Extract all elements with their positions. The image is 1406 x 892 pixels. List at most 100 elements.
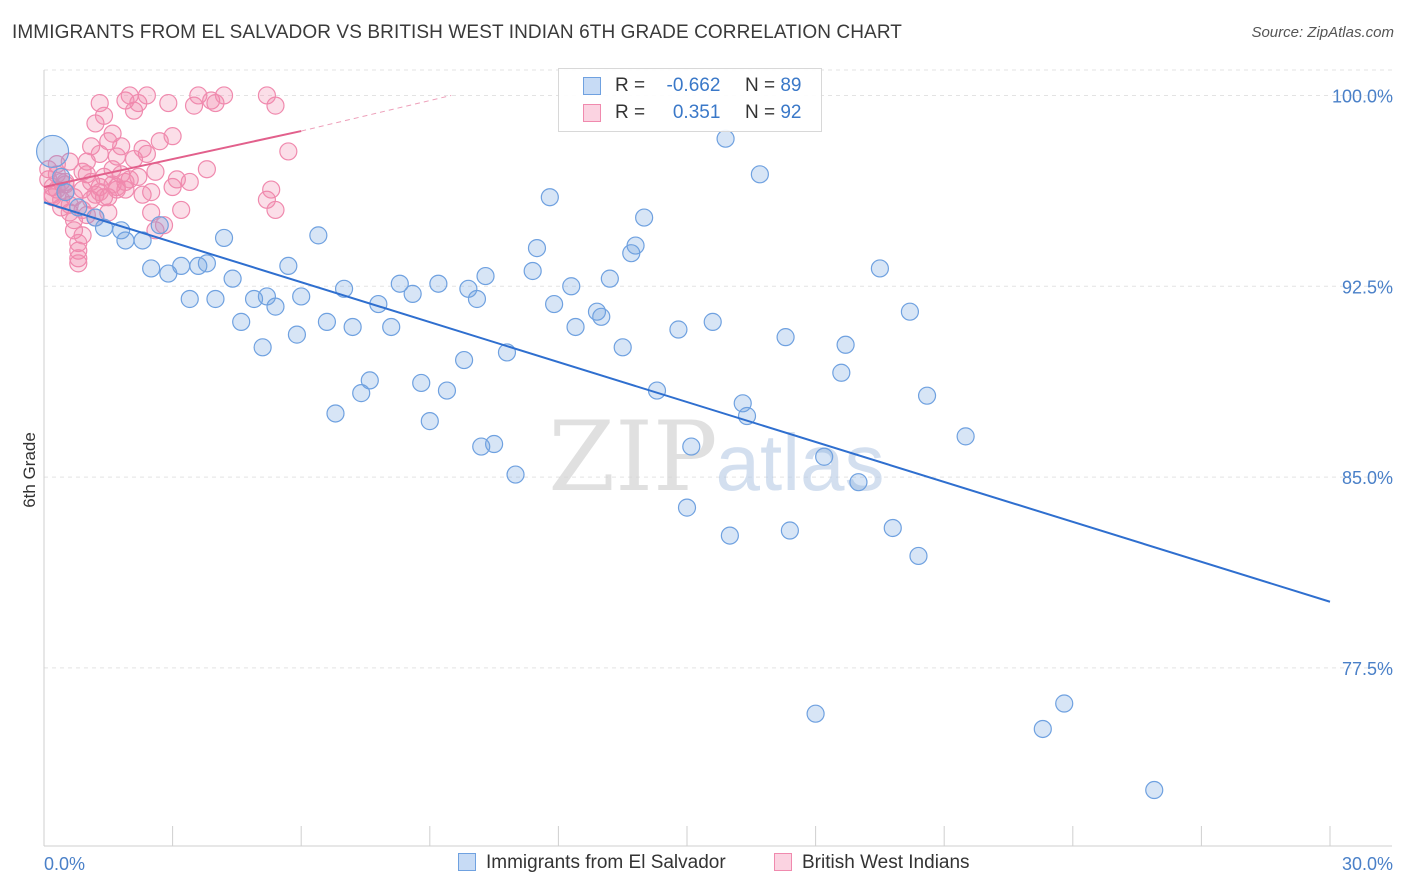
data-point bbox=[317, 312, 337, 331]
data-point bbox=[262, 180, 281, 199]
data-point bbox=[180, 289, 199, 309]
data-point bbox=[69, 254, 88, 273]
data-point bbox=[94, 106, 114, 125]
data-point bbox=[214, 228, 234, 248]
legend-r-label: R = bbox=[615, 102, 646, 123]
data-point bbox=[780, 521, 799, 540]
data-point bbox=[909, 546, 928, 566]
data-point bbox=[197, 160, 216, 179]
data-point bbox=[437, 381, 457, 400]
data-point bbox=[815, 447, 834, 466]
data-point bbox=[420, 412, 439, 431]
data-point bbox=[69, 249, 88, 268]
bottom-legend-el-salvador: Immigrants from El Salvador bbox=[458, 852, 726, 874]
legend-swatch-pink bbox=[583, 104, 601, 122]
data-point bbox=[90, 183, 109, 202]
data-point bbox=[56, 183, 75, 202]
data-point bbox=[716, 129, 735, 148]
data-point bbox=[266, 297, 285, 316]
data-point bbox=[112, 221, 131, 240]
data-point bbox=[137, 144, 156, 164]
trend-line-extension bbox=[301, 94, 452, 132]
trend-line-el-salvador bbox=[43, 201, 1331, 603]
watermark-zip: ZIP bbox=[548, 401, 717, 513]
legend-r-label: R = bbox=[615, 75, 646, 96]
data-point bbox=[103, 124, 122, 143]
data-point bbox=[720, 526, 739, 545]
y-tick-label: 92.5% bbox=[1342, 277, 1393, 297]
legend-r-value: -0.662 bbox=[666, 75, 721, 96]
data-point bbox=[142, 259, 161, 278]
data-point bbox=[870, 259, 890, 278]
data-point bbox=[454, 350, 474, 370]
bottom-legend-swatch-blue bbox=[458, 853, 476, 871]
data-point bbox=[626, 236, 645, 255]
data-point bbox=[677, 498, 697, 517]
data-point bbox=[836, 335, 855, 354]
bottom-legend-british-west-indians: British West Indians bbox=[774, 852, 970, 874]
data-point bbox=[309, 226, 328, 245]
data-point bbox=[266, 96, 285, 115]
data-point bbox=[613, 338, 632, 357]
data-point bbox=[562, 277, 581, 296]
legend-n-label: N = bbox=[744, 102, 776, 123]
data-point bbox=[806, 704, 825, 723]
data-point bbox=[73, 162, 92, 181]
data-point bbox=[390, 274, 409, 293]
gridlines bbox=[44, 69, 1392, 669]
watermark-atlas: atlas bbox=[716, 418, 885, 507]
data-point bbox=[523, 261, 542, 281]
data-point bbox=[129, 167, 148, 186]
data-point bbox=[150, 216, 169, 235]
data-point bbox=[956, 427, 975, 446]
data-point bbox=[506, 465, 525, 484]
data-point bbox=[154, 216, 174, 235]
data-point bbox=[232, 312, 251, 331]
y-tick-label: 85.0% bbox=[1342, 468, 1393, 488]
data-point bbox=[334, 279, 354, 298]
bottom-legend-swatch-pink bbox=[774, 853, 792, 871]
data-point bbox=[1145, 780, 1164, 800]
data-point bbox=[197, 254, 216, 273]
data-point bbox=[223, 269, 242, 288]
data-point bbox=[214, 86, 234, 105]
data-point bbox=[206, 289, 225, 309]
bottom-legend-label: Immigrants from El Salvador bbox=[486, 852, 726, 873]
data-point bbox=[467, 289, 487, 309]
data-point bbox=[635, 208, 654, 227]
data-point bbox=[184, 96, 204, 115]
data-point bbox=[360, 371, 379, 390]
y-tick-label: 100.0% bbox=[1332, 86, 1393, 106]
legend-r-value: 0.351 bbox=[672, 102, 721, 123]
data-point bbox=[137, 86, 156, 105]
legend-n-value: 92 bbox=[780, 102, 802, 123]
data-point bbox=[159, 93, 178, 113]
x-tick-label: 30.0% bbox=[1342, 854, 1393, 874]
data-point bbox=[107, 177, 126, 197]
legend-swatch-blue bbox=[583, 77, 601, 95]
data-point bbox=[279, 256, 298, 276]
data-point bbox=[403, 284, 422, 303]
data-point bbox=[669, 320, 688, 339]
data-point bbox=[883, 518, 902, 538]
y-tick-labels: 100.0% 92.5% 85.0% 77.5% bbox=[1332, 86, 1393, 678]
data-point bbox=[266, 200, 285, 220]
data-point bbox=[545, 294, 564, 314]
data-point bbox=[776, 328, 795, 347]
el-salvador-points bbox=[35, 129, 1164, 800]
data-point bbox=[287, 325, 307, 344]
data-point bbox=[116, 231, 135, 250]
data-point bbox=[1033, 719, 1052, 739]
legend-n-value: 89 bbox=[780, 75, 802, 96]
data-point bbox=[343, 317, 362, 337]
data-point bbox=[600, 269, 619, 288]
data-point bbox=[917, 386, 937, 405]
data-point bbox=[163, 127, 182, 146]
data-point bbox=[253, 338, 272, 357]
data-point bbox=[382, 317, 401, 337]
british-west-indians-points bbox=[39, 86, 298, 273]
data-point bbox=[142, 183, 161, 202]
data-point bbox=[146, 162, 165, 181]
data-point bbox=[180, 172, 199, 192]
